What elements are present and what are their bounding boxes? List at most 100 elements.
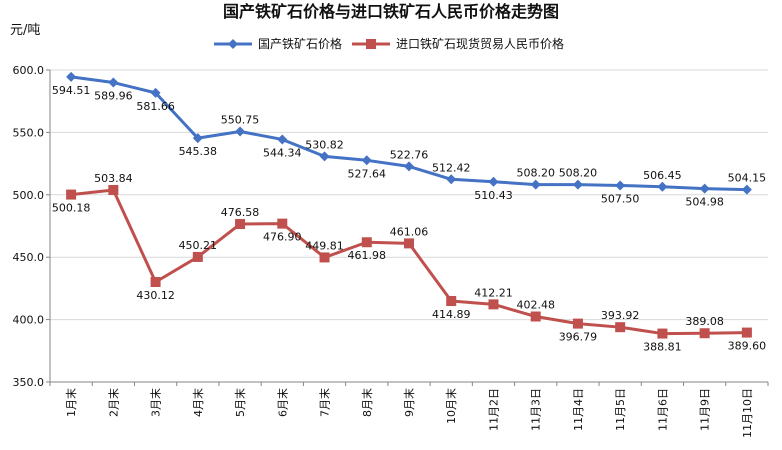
x-tick-label-2: 3月末 <box>149 388 163 417</box>
x-tick-label-13: 11月5日 <box>614 388 627 431</box>
series-0-label-0: 594.51 <box>52 84 91 97</box>
series-1-label-8: 461.06 <box>390 225 429 238</box>
y-tick-label-3: 500.0 <box>13 189 45 202</box>
series-1-point-8 <box>404 238 414 249</box>
series-1-label-6: 449.81 <box>305 239 344 252</box>
series-0-point-13 <box>615 180 626 191</box>
legend-marker-domestic <box>228 39 238 49</box>
series-0-point-8 <box>404 161 414 172</box>
x-tick-label-8: 9月末 <box>402 388 416 417</box>
series-0-label-11: 508.20 <box>516 167 555 180</box>
series-0-point-0 <box>66 71 77 82</box>
series-0-point-4 <box>235 126 246 137</box>
series-0-label-7: 527.64 <box>348 167 387 180</box>
x-tick-label-11: 11月3日 <box>530 388 543 431</box>
x-tick-label-15: 11月9日 <box>699 388 712 431</box>
x-tick-label-1: 2月末 <box>106 388 120 417</box>
series-1-label-7: 461.98 <box>348 249 387 262</box>
x-tick-label-14: 11月6日 <box>656 388 669 431</box>
x-tick-label-0: 1月末 <box>64 388 78 417</box>
series-0-label-5: 544.34 <box>263 146 302 159</box>
series-1-label-0: 500.18 <box>52 202 91 215</box>
series-1-point-12 <box>572 318 583 329</box>
legend-label-imported: 进口铁矿石现货贸易人民币价格 <box>396 36 564 51</box>
series <box>66 71 752 339</box>
series-1-label-14: 388.81 <box>643 341 682 354</box>
series-0-label-16: 504.15 <box>728 172 767 185</box>
series-0-label-6: 530.82 <box>305 138 344 151</box>
chart-title: 国产铁矿石价格与进口铁矿石人民币价格走势图 <box>223 2 559 21</box>
x-tick-label-4: 5月末 <box>233 388 247 417</box>
y-tick-label-5: 600.0 <box>13 64 45 77</box>
series-0-label-14: 506.45 <box>643 169 682 182</box>
x-tick-label-12: 11月4日 <box>572 388 585 431</box>
series-1-label-3: 450.21 <box>179 239 218 252</box>
series-0-point-15 <box>699 183 710 194</box>
series-1-point-7 <box>361 237 372 248</box>
series-0-label-8: 522.76 <box>390 148 429 161</box>
legend-marker-imported <box>366 39 376 49</box>
x-tick-label-3: 4月末 <box>191 388 205 417</box>
legend: 国产铁矿石价格 进口铁矿石现货贸易人民币价格 <box>214 36 564 51</box>
series-0-point-12 <box>572 179 583 190</box>
series-0-label-3: 545.38 <box>179 145 218 158</box>
y-tick-label-0: 350.0 <box>13 376 45 389</box>
series-0-point-5 <box>277 134 288 145</box>
series-1-point-11 <box>530 311 541 322</box>
series-1-point-0 <box>66 189 77 200</box>
series-1-label-9: 414.89 <box>432 308 471 321</box>
series-0-label-1: 589.96 <box>94 90 133 103</box>
series-1-point-10 <box>488 299 499 310</box>
x-tick-label-7: 8月末 <box>360 388 374 417</box>
series-1-label-16: 389.60 <box>728 340 767 353</box>
gridlines <box>50 69 768 321</box>
series-line-1 <box>70 188 747 336</box>
series-1-label-12: 396.79 <box>559 331 598 344</box>
series-0-label-9: 512.42 <box>432 161 471 174</box>
series-0-point-9 <box>446 174 457 185</box>
x-tick-label-16: 11月10日 <box>741 388 754 438</box>
series-0-point-1 <box>108 77 119 88</box>
x-tick-label-10: 11月2日 <box>487 388 500 431</box>
legend-label-domestic: 国产铁矿石价格 <box>258 36 342 51</box>
series-1-point-9 <box>446 296 457 307</box>
axes: 350.0 400.0 450.0 500.0 550.0 600.0 1月末 2月末 3月末 4… <box>13 64 769 438</box>
y-axis-unit: 元/吨 <box>10 23 40 38</box>
series-0-label-15: 504.98 <box>685 196 724 209</box>
series-0-label-10: 510.43 <box>474 189 513 202</box>
series-1-label-11: 402.48 <box>516 299 555 312</box>
series-1-label-10: 412.21 <box>474 286 513 299</box>
series-0-point-2 <box>150 87 161 98</box>
series-1-point-3 <box>192 251 203 262</box>
series-1-point-4 <box>235 219 246 230</box>
series-1-point-13 <box>615 322 626 333</box>
series-1-point-16 <box>741 327 752 338</box>
series-1-label-5: 476.90 <box>263 231 302 244</box>
x-tick-label-5: 6月末 <box>275 388 289 417</box>
series-0-point-14 <box>657 181 668 192</box>
y-tick-label-4: 550.0 <box>13 126 45 139</box>
series-0-point-16 <box>741 184 752 195</box>
series-1-point-15 <box>699 328 710 339</box>
series-0-label-13: 507.50 <box>601 192 640 205</box>
series-0-label-4: 550.75 <box>221 113 260 126</box>
x-tick-label-9: 10月末 <box>444 388 458 424</box>
series-1-point-6 <box>319 252 330 263</box>
series-0-point-7 <box>361 155 372 166</box>
series-1-label-2: 430.12 <box>136 289 175 302</box>
series-0-point-3 <box>192 133 203 144</box>
series-0-point-11 <box>530 179 541 190</box>
series-1-label-1: 503.84 <box>94 172 133 185</box>
series-1-label-13: 393.92 <box>601 309 640 322</box>
series-1-point-1 <box>108 185 119 196</box>
series-1-point-5 <box>277 218 288 229</box>
series-0-label-2: 581.66 <box>136 100 175 113</box>
series-0-point-6 <box>319 151 330 162</box>
series-0-label-12: 508.20 <box>559 167 598 180</box>
series-0-point-10 <box>488 176 499 187</box>
x-tick-label-6: 7月末 <box>318 388 332 417</box>
series-1-point-14 <box>657 328 668 339</box>
series-1-point-2 <box>150 277 161 288</box>
